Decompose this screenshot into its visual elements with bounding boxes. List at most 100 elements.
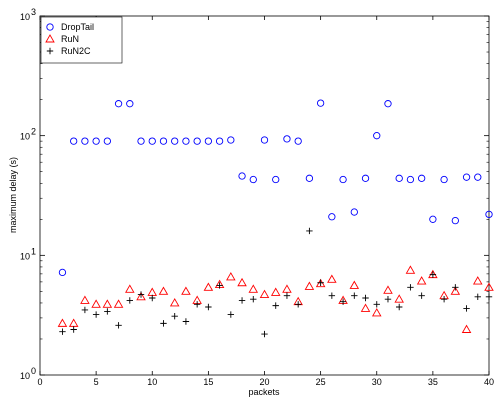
- data-point: [461, 324, 472, 333]
- y-tick-exponent: 3: [31, 7, 36, 17]
- x-tick-label: 0: [37, 377, 42, 387]
- data-point: [339, 175, 347, 184]
- data-point: [259, 289, 270, 299]
- data-point: [115, 322, 122, 329]
- data-point: [474, 173, 482, 181]
- series-run2c: [59, 227, 493, 338]
- data-point: [270, 287, 281, 296]
- x-tick-label: 40: [484, 377, 494, 387]
- y-tick-exponent: 0: [31, 366, 36, 376]
- data-point: [283, 135, 291, 143]
- data-point: [429, 271, 437, 278]
- data-point: [440, 175, 448, 184]
- data-point: [272, 175, 280, 184]
- data-point: [160, 320, 167, 327]
- x-tick-label: 10: [147, 377, 157, 387]
- data-point: [59, 328, 66, 335]
- data-point: [92, 137, 100, 145]
- data-point: [384, 295, 392, 303]
- data-point: [416, 276, 427, 285]
- data-point: [304, 281, 315, 290]
- data-point: [373, 301, 380, 308]
- data-point: [440, 295, 448, 303]
- data-point: [125, 284, 135, 293]
- x-axis-label: packets: [248, 387, 280, 397]
- data-point: [485, 293, 493, 301]
- data-point: [317, 279, 324, 286]
- data-point: [395, 174, 403, 182]
- y-tick-label: 10: [20, 12, 30, 22]
- y-tick-exponent: 2: [31, 127, 36, 137]
- legend-label: RuN2C: [61, 46, 91, 56]
- data-point: [193, 137, 201, 145]
- data-point: [216, 282, 223, 289]
- data-point: [417, 174, 426, 182]
- data-point: [80, 295, 90, 304]
- data-point: [248, 284, 259, 293]
- data-point: [450, 286, 461, 295]
- legend-label: RuN: [61, 34, 79, 44]
- legend-label: DropTail: [61, 22, 94, 32]
- data-point: [472, 276, 483, 285]
- data-point: [92, 311, 100, 318]
- data-point: [462, 173, 471, 181]
- data-point: [283, 292, 291, 299]
- data-point: [148, 137, 156, 145]
- data-point: [114, 100, 123, 108]
- data-point: [137, 291, 145, 298]
- x-tick-label: 35: [428, 377, 438, 387]
- x-tick-label: 20: [259, 377, 269, 387]
- data-point: [272, 302, 279, 309]
- legend-marker: [46, 47, 54, 55]
- legend-marker: [46, 23, 54, 31]
- data-point: [260, 136, 269, 144]
- data-point: [182, 137, 190, 145]
- data-point: [226, 272, 236, 281]
- data-point: [405, 265, 416, 274]
- data-point: [394, 294, 404, 303]
- data-point: [463, 305, 470, 312]
- data-point: [104, 308, 111, 315]
- data-point: [238, 172, 246, 180]
- data-point: [407, 284, 414, 291]
- x-tick-label: 30: [372, 377, 382, 387]
- data-point: [237, 277, 247, 287]
- data-point: [149, 294, 156, 302]
- data-point: [361, 174, 370, 182]
- data-point: [70, 326, 77, 333]
- data-point: [238, 297, 246, 304]
- data-point: [227, 136, 235, 144]
- data-point: [261, 330, 268, 338]
- data-point: [57, 318, 68, 327]
- data-point: [70, 137, 78, 145]
- data-point: [81, 306, 89, 314]
- data-point: [137, 137, 145, 145]
- series-droptail: [58, 99, 493, 277]
- data-point: [371, 308, 382, 317]
- plot-area: [39, 15, 490, 376]
- data-point: [203, 282, 214, 291]
- series-run: [57, 265, 494, 333]
- legend: DropTail RuN RuN2C: [40, 16, 123, 64]
- y-tick-label: 10: [20, 371, 30, 381]
- data-point: [384, 100, 392, 108]
- data-point: [193, 301, 201, 308]
- data-point: [181, 286, 191, 295]
- data-point: [227, 311, 235, 318]
- data-point: [349, 280, 360, 289]
- data-point: [91, 299, 101, 308]
- data-point: [452, 284, 459, 291]
- data-point: [418, 292, 425, 299]
- data-point: [328, 292, 336, 299]
- data-point: [396, 303, 403, 311]
- legend-marker: [45, 34, 55, 43]
- y-tick-label: 10: [20, 251, 30, 261]
- data-point: [373, 132, 381, 140]
- data-point: [249, 175, 257, 184]
- data-point: [305, 174, 314, 182]
- y-tick-label: 10: [20, 132, 30, 142]
- x-tick-label: 25: [316, 377, 326, 387]
- data-point: [406, 175, 415, 184]
